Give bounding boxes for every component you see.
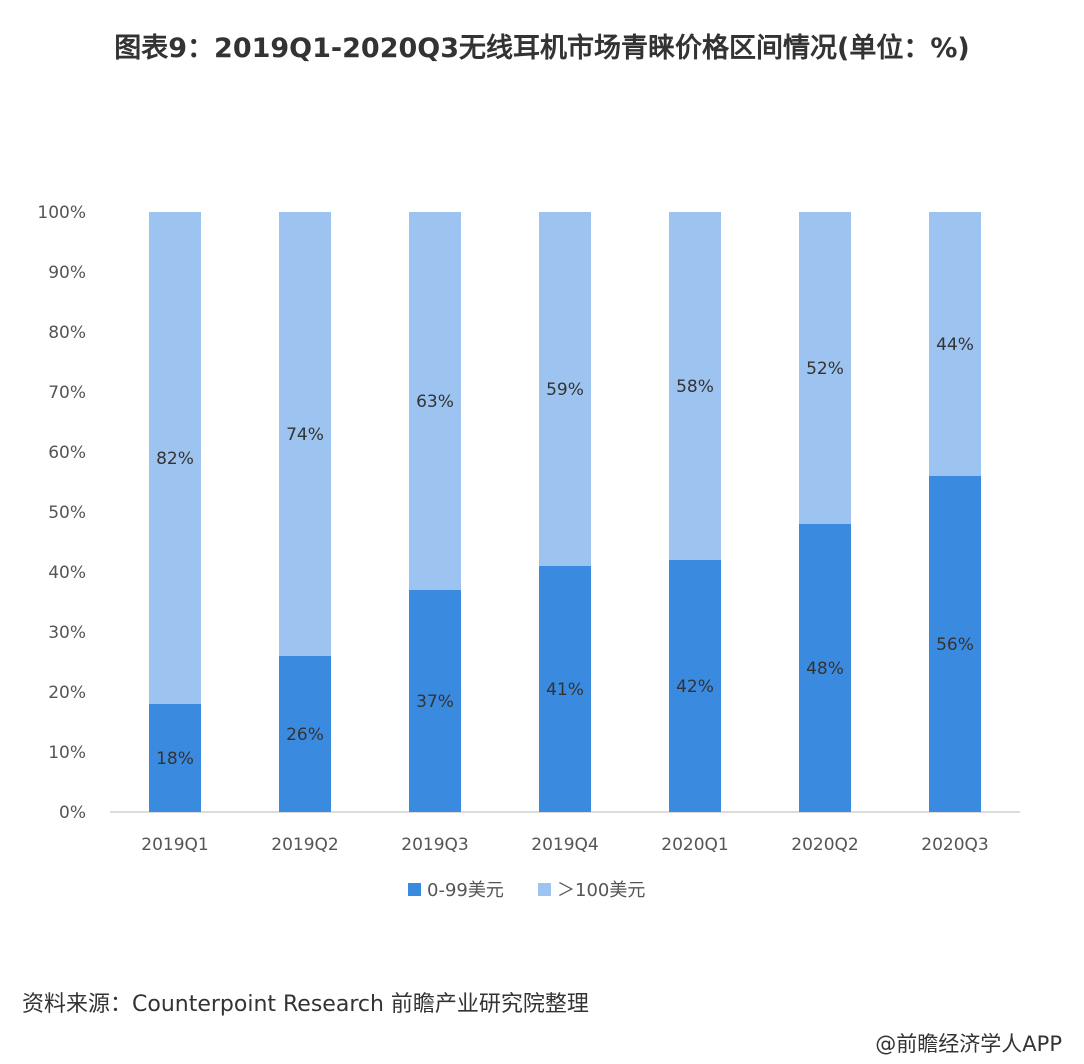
y-tick-label: 100%: [37, 203, 86, 223]
source-note: 资料来源：Counterpoint Research 前瞻产业研究院整理: [22, 992, 589, 1017]
bar-segment-high: [669, 212, 721, 560]
bar-segment-low: [539, 566, 591, 812]
y-tick-label: 20%: [48, 683, 86, 703]
x-tick-label: 2019Q3: [401, 835, 468, 855]
chart-title: 图表9：2019Q1-2020Q3无线耳机市场青睐价格区间情况(单位：%): [114, 33, 970, 64]
bar-segment-high: [279, 212, 331, 656]
x-tick-label: 2020Q2: [791, 835, 858, 855]
bar-segment-high: [409, 212, 461, 590]
y-tick-label: 50%: [48, 503, 86, 523]
data-label: 56%: [936, 635, 974, 655]
data-label: 44%: [936, 335, 974, 355]
bar-segment-high: [929, 212, 981, 476]
bar-segment-low: [149, 704, 201, 812]
legend-label: ＞100美元: [557, 880, 645, 901]
data-label: 59%: [546, 380, 584, 400]
y-tick-label: 10%: [48, 743, 86, 763]
bar-segment-low: [799, 524, 851, 812]
y-tick-label: 0%: [59, 803, 86, 823]
data-label: 18%: [156, 749, 194, 769]
bar-segment-high: [799, 212, 851, 524]
legend-swatch-low: [408, 883, 421, 896]
x-tick-label: 2020Q3: [921, 835, 988, 855]
y-tick-label: 80%: [48, 323, 86, 343]
data-label: 82%: [156, 449, 194, 469]
bar-segment-low: [669, 560, 721, 812]
legend-label: 0-99美元: [427, 880, 504, 901]
data-label: 74%: [286, 425, 324, 445]
data-label: 41%: [546, 680, 584, 700]
data-label: 52%: [806, 359, 844, 379]
x-tick-label: 2020Q1: [661, 835, 728, 855]
data-label: 48%: [806, 659, 844, 679]
bar-segment-low: [929, 476, 981, 812]
data-label: 26%: [286, 725, 324, 745]
bar-segment-high: [539, 212, 591, 566]
data-label: 42%: [676, 677, 714, 697]
x-tick-label: 2019Q1: [141, 835, 208, 855]
y-tick-label: 60%: [48, 443, 86, 463]
bar-segment-low: [279, 656, 331, 812]
data-label: 63%: [416, 392, 454, 412]
credit-note: @前瞻经济学人APP: [875, 1032, 1062, 1056]
x-tick-label: 2019Q2: [271, 835, 338, 855]
bar-segment-low: [409, 590, 461, 812]
stacked-bar-chart: 0% 10% 20% 30% 40% 50% 60% 70% 80% 90% 100% 18% 82% 2…: [37, 203, 1020, 901]
y-tick-label: 70%: [48, 383, 86, 403]
data-label: 58%: [676, 377, 714, 397]
data-label: 37%: [416, 692, 454, 712]
legend-swatch-high: [538, 883, 551, 896]
x-tick-label: 2019Q4: [531, 835, 598, 855]
y-tick-label: 90%: [48, 263, 86, 283]
bar-segment-high: [149, 212, 201, 704]
y-tick-label: 30%: [48, 623, 86, 643]
y-tick-label: 40%: [48, 563, 86, 583]
